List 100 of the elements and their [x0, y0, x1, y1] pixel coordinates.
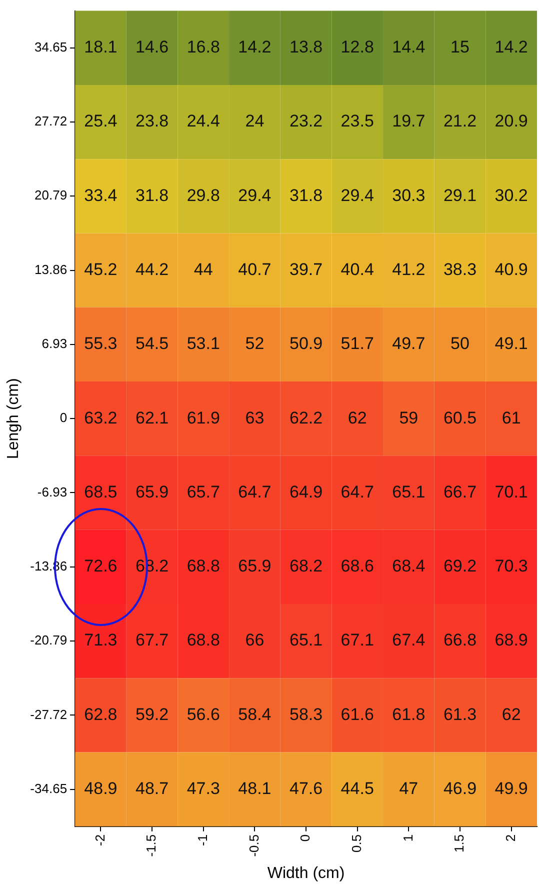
data-label: 65.7	[186, 482, 220, 502]
data-label: 19.7	[392, 112, 426, 131]
data-label: 68.4	[392, 556, 426, 576]
data-label: 59	[399, 408, 418, 428]
y-tick-label: 34.65	[34, 39, 68, 54]
data-label: 40.7	[238, 260, 272, 279]
y-tick-label: -6.93	[37, 484, 68, 500]
data-label: 45.2	[84, 260, 118, 279]
y-tick-label: -20.79	[30, 632, 68, 648]
y-tick-label: 13.86	[34, 262, 68, 277]
x-axis-title: Width (cm)	[267, 864, 345, 882]
data-label: 40.9	[494, 260, 528, 279]
data-label: 66	[245, 630, 264, 650]
data-label: 72.6	[84, 556, 118, 576]
data-label: 20.9	[494, 112, 528, 131]
data-label: 14.4	[392, 38, 426, 57]
data-label: 58.3	[289, 704, 323, 724]
data-label: 65.1	[392, 482, 426, 502]
x-tick-label: -0.5	[246, 834, 262, 857]
data-label: 66.8	[443, 630, 477, 650]
y-tick-label: 27.72	[34, 114, 68, 129]
data-label: 24	[245, 112, 264, 131]
x-tick-label: 1.5	[452, 834, 467, 852]
data-label: 44	[194, 260, 213, 279]
data-label: 68.2	[289, 556, 323, 576]
data-label: 61.6	[340, 704, 374, 724]
data-label: 68.5	[84, 482, 118, 502]
data-label: 29.1	[443, 186, 477, 205]
data-label: 50	[450, 334, 470, 354]
data-label: 68.8	[186, 556, 220, 576]
data-label: 64.9	[289, 482, 323, 502]
data-label: 14.2	[238, 38, 272, 57]
data-label: 29.4	[340, 186, 374, 205]
data-label: 30.2	[494, 186, 528, 205]
data-label: 59.2	[136, 704, 169, 724]
data-label: 33.4	[84, 186, 118, 205]
data-label: 56.6	[186, 704, 220, 724]
data-label: 48.7	[136, 779, 169, 798]
x-tick-label: -1.5	[144, 834, 159, 857]
data-label: 67.4	[392, 630, 426, 650]
data-label: 62.8	[84, 704, 118, 724]
data-label: 29.4	[238, 186, 272, 205]
data-label: 50.9	[289, 334, 323, 354]
data-label: 68.6	[340, 556, 374, 576]
data-label: 62	[348, 408, 367, 428]
data-label: 31.8	[289, 186, 323, 205]
data-label: 64.7	[340, 482, 374, 502]
data-label: 23.5	[340, 112, 374, 131]
data-label: 12.8	[340, 38, 374, 57]
data-label: 62.1	[136, 408, 169, 428]
data-label: 30.3	[392, 186, 426, 205]
data-label: 70.1	[494, 482, 528, 502]
data-label: 21.2	[443, 112, 477, 131]
x-tick-label: 2	[502, 834, 518, 842]
data-label: 58.4	[238, 704, 272, 724]
data-label: 61.3	[443, 704, 477, 724]
data-label: 67.1	[340, 630, 374, 650]
x-tick-label: 0	[298, 834, 313, 842]
data-label: 48.9	[84, 779, 118, 798]
data-label: 61.9	[186, 408, 220, 428]
data-label: 14.2	[494, 38, 528, 57]
data-label: 66.7	[443, 482, 477, 502]
data-label: 47	[399, 779, 418, 798]
data-label: 18.1	[84, 38, 118, 57]
data-label: 48.1	[238, 779, 272, 798]
data-label: 23.8	[136, 112, 169, 131]
x-tick-label: 0.5	[348, 834, 364, 852]
data-label: 16.8	[186, 38, 220, 57]
data-label: 39.7	[289, 260, 323, 279]
data-label: 65.9	[136, 482, 169, 502]
data-label: 62.2	[289, 408, 323, 428]
data-label: 52	[245, 334, 264, 354]
data-label: 44.5	[340, 779, 374, 798]
data-label: 63	[245, 408, 264, 428]
data-label: 47.6	[289, 779, 323, 798]
data-label: 15	[450, 38, 470, 57]
data-label: 14.6	[136, 38, 169, 57]
data-label: 64.7	[238, 482, 272, 502]
data-label: 60.5	[443, 408, 477, 428]
data-label: 67.7	[136, 630, 169, 650]
x-tick-label: 1	[400, 834, 416, 842]
data-label: 49.9	[494, 779, 528, 798]
y-tick-label: 20.79	[34, 188, 68, 203]
data-label: 65.1	[289, 630, 323, 650]
data-label: 70.3	[494, 556, 528, 576]
data-label: 63.2	[84, 408, 118, 428]
data-label: 29.8	[186, 186, 220, 205]
x-tick-label: -1	[194, 834, 210, 846]
y-tick-label: -27.72	[30, 706, 68, 722]
data-label: 61	[502, 408, 521, 428]
data-label: 49.1	[494, 334, 528, 354]
y-tick-label: 0	[60, 410, 68, 426]
data-label: 13.8	[289, 38, 323, 57]
data-label: 41.2	[392, 260, 426, 279]
data-label: 23.2	[289, 112, 323, 131]
data-label: 55.3	[84, 334, 118, 354]
data-label: 54.5	[136, 334, 169, 354]
y-tick-label: -34.65	[30, 780, 68, 796]
data-label: 53.1	[186, 334, 220, 354]
data-label: 62	[502, 704, 521, 724]
